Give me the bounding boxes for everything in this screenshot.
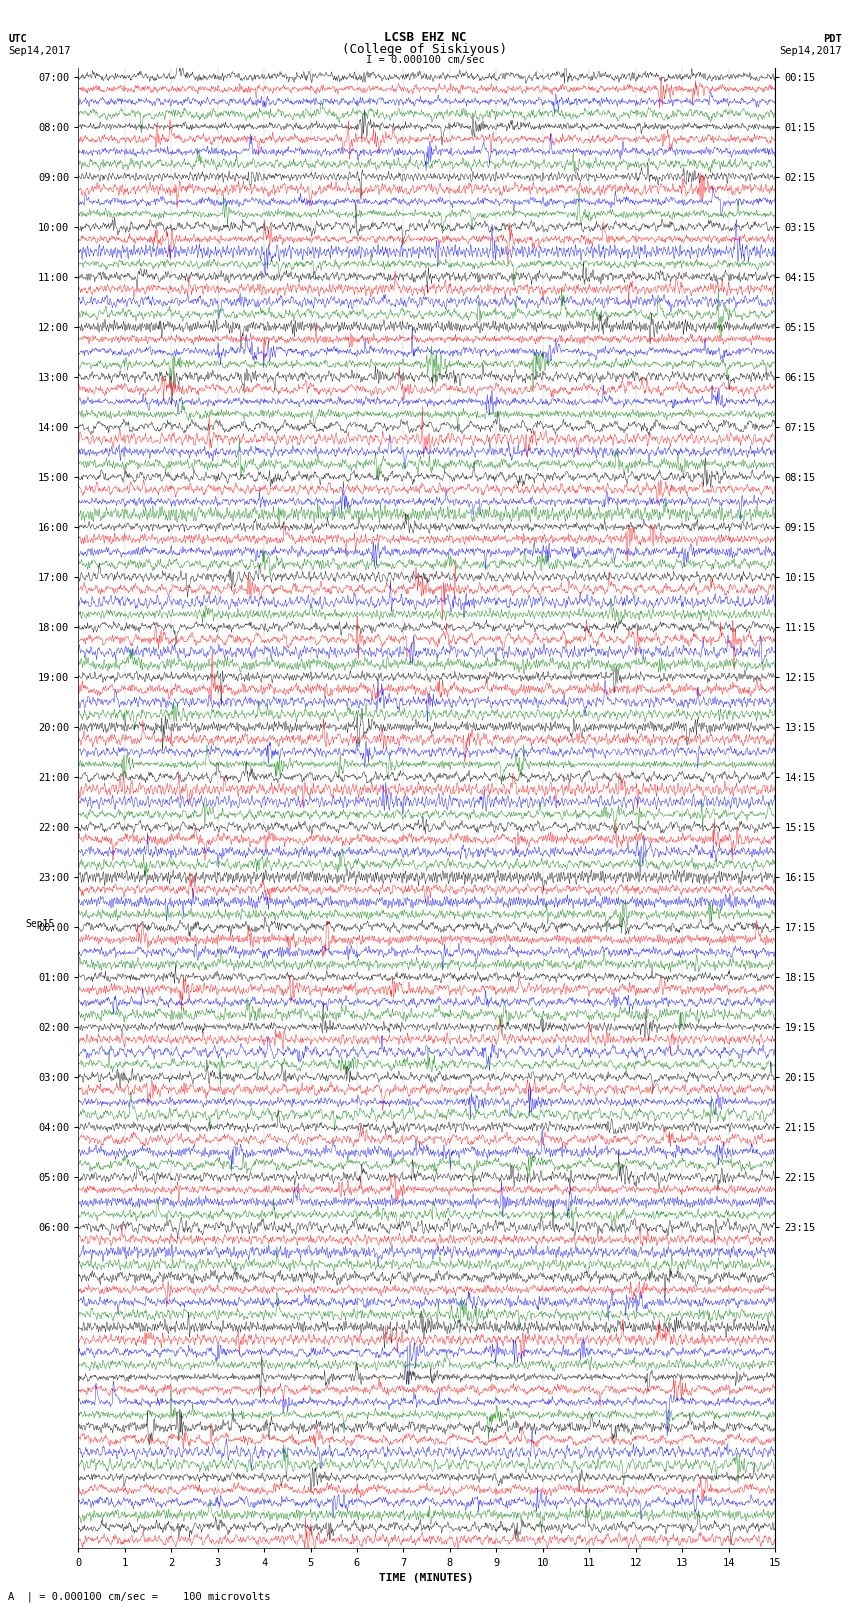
Text: (College of Siskiyous): (College of Siskiyous) bbox=[343, 44, 507, 56]
Text: PDT: PDT bbox=[823, 34, 842, 44]
Text: Sep14,2017: Sep14,2017 bbox=[779, 47, 842, 56]
Text: A  | = 0.000100 cm/sec =    100 microvolts: A | = 0.000100 cm/sec = 100 microvolts bbox=[8, 1590, 271, 1602]
Text: I = 0.000100 cm/sec: I = 0.000100 cm/sec bbox=[366, 55, 484, 65]
Text: Sep15: Sep15 bbox=[26, 919, 55, 929]
Text: UTC: UTC bbox=[8, 34, 27, 44]
Text: Sep14,2017: Sep14,2017 bbox=[8, 47, 71, 56]
Text: LCSB EHZ NC: LCSB EHZ NC bbox=[383, 31, 467, 44]
X-axis label: TIME (MINUTES): TIME (MINUTES) bbox=[379, 1573, 474, 1582]
